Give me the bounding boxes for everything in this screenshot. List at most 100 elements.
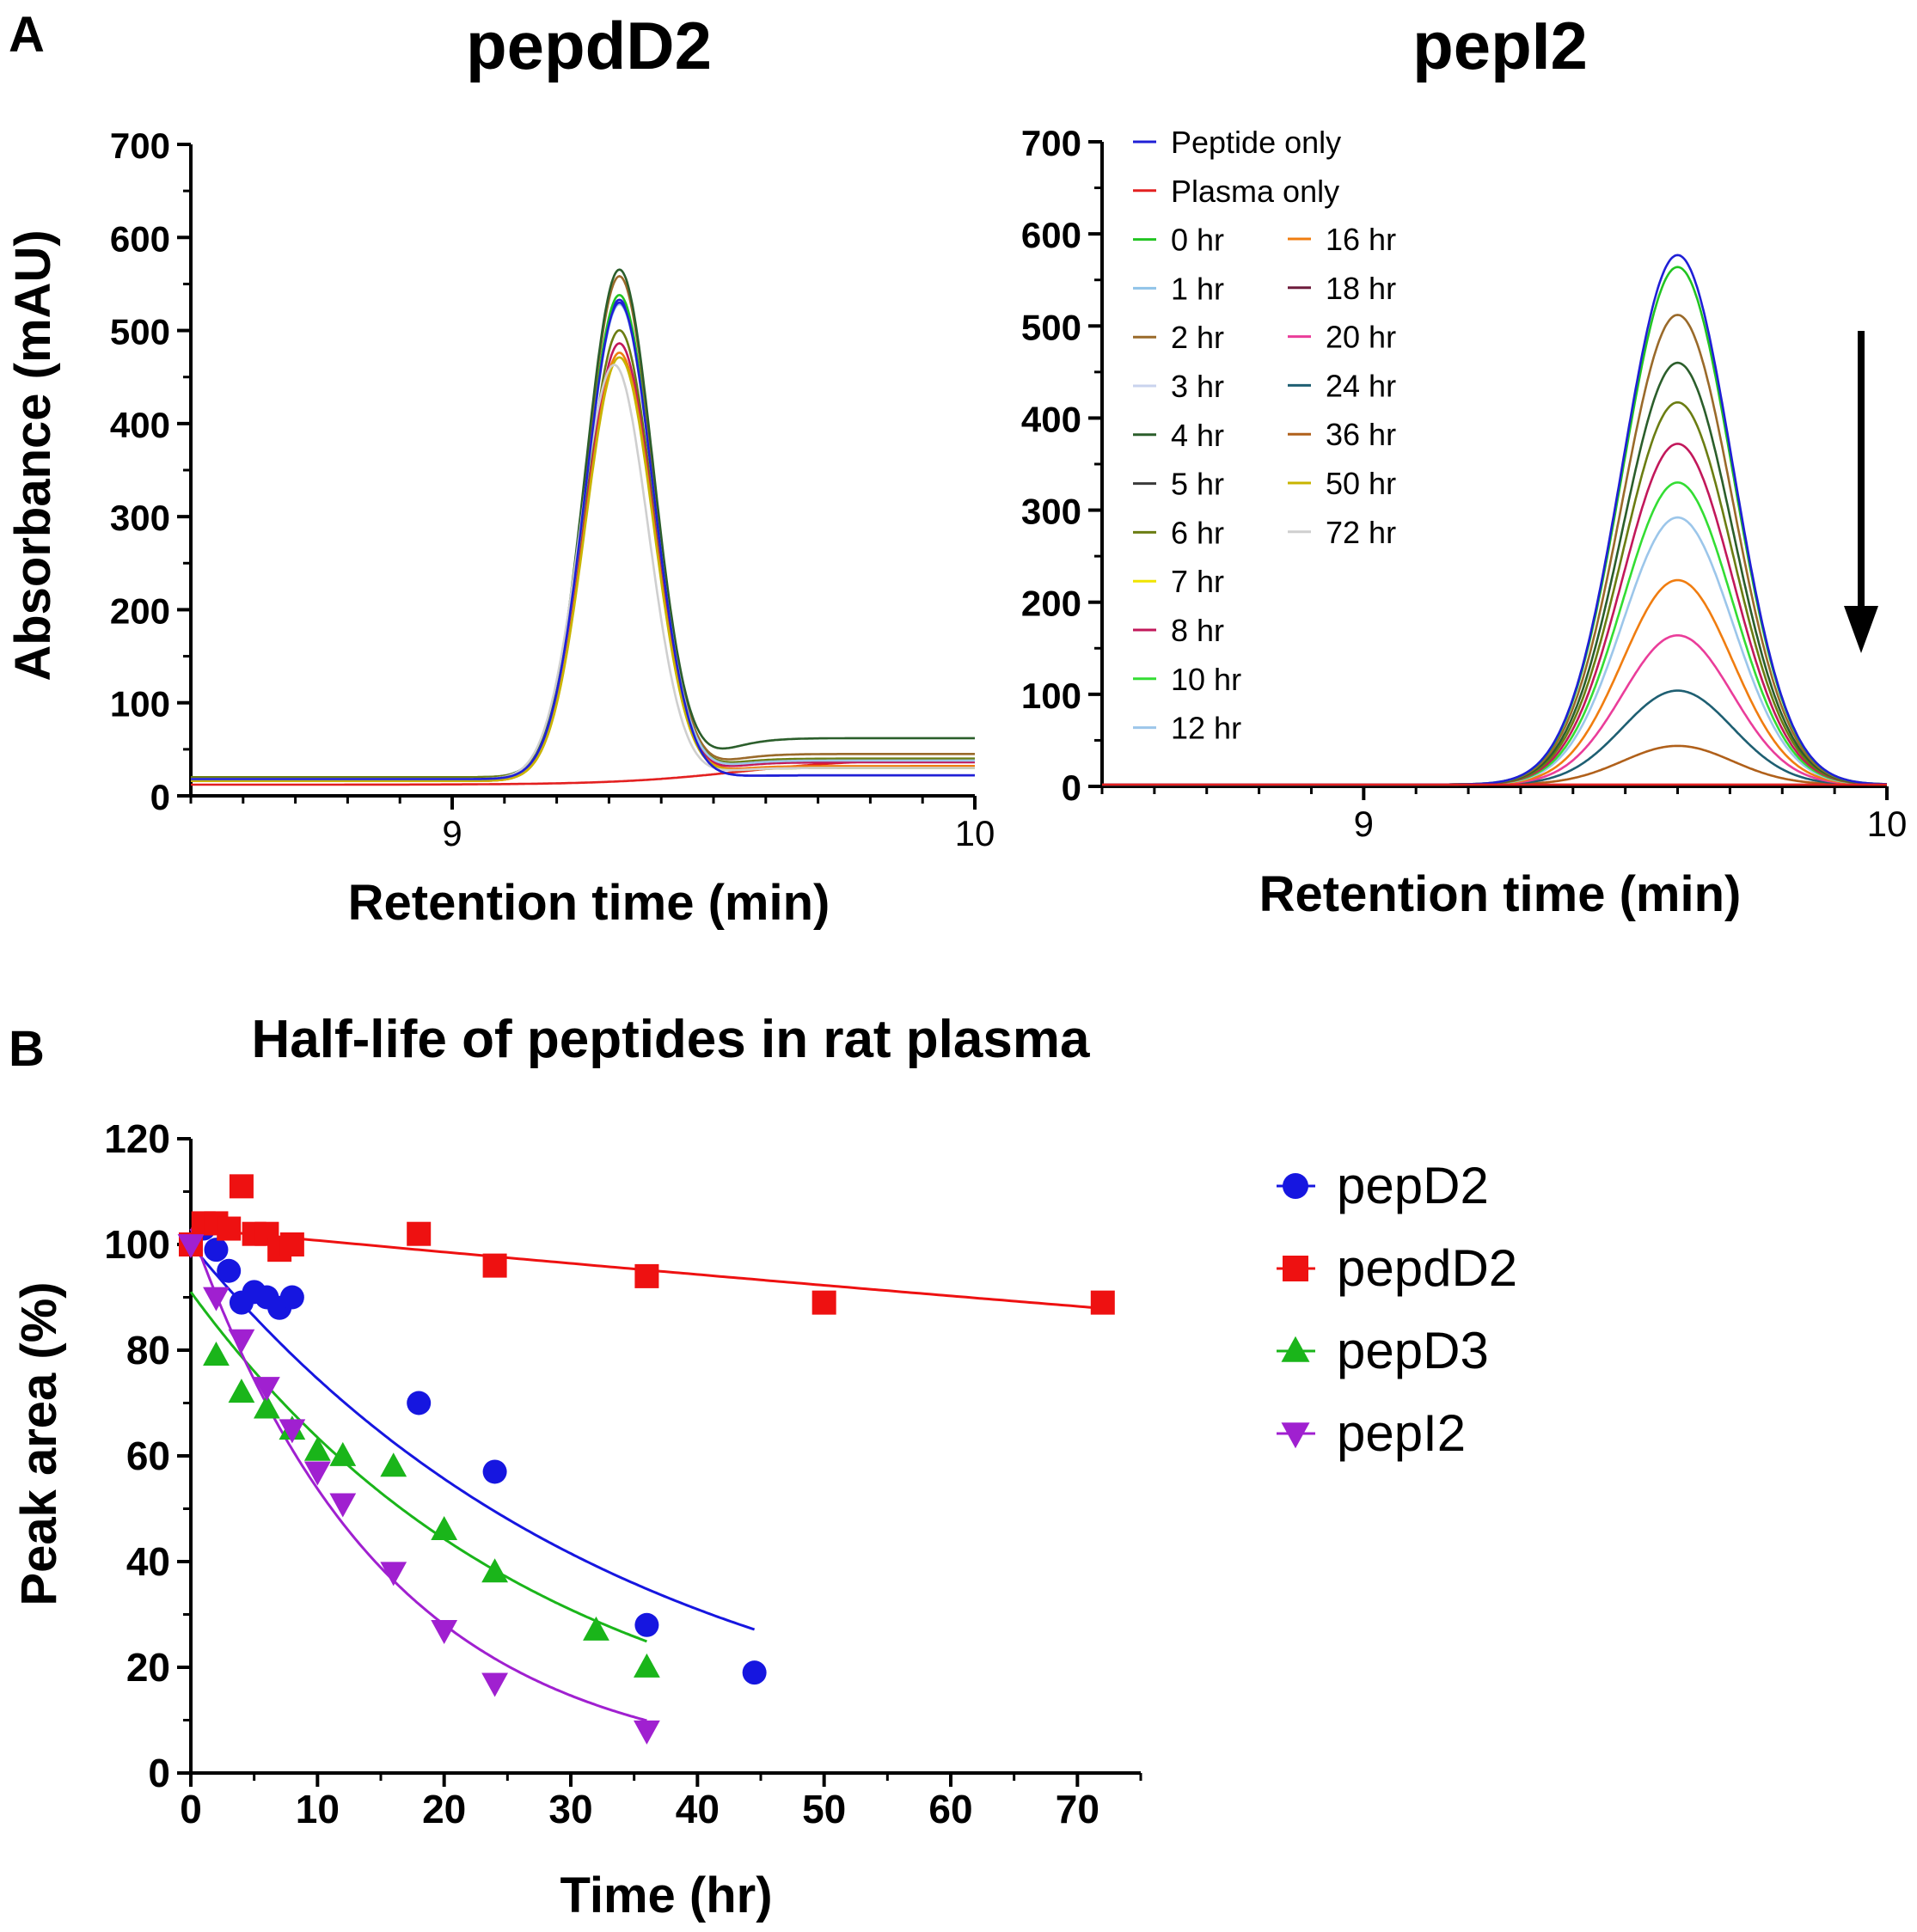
legend-label: 12 hr (1171, 711, 1241, 746)
data-point-pepdd2 (279, 1232, 304, 1256)
legend-label: 36 hr (1326, 417, 1396, 452)
y-tick-label: 400 (1021, 399, 1081, 439)
y-tick-label: 200 (1021, 584, 1081, 624)
y-tick-label: 100 (1021, 676, 1081, 716)
chart-a-right: pepI2 Retention time (min) Peptide only P… (1021, 8, 1907, 922)
series-line-16-hr (191, 352, 975, 782)
data-point-pepi2 (177, 1234, 205, 1259)
chart-a-left-xlabel: Retention time (min) (348, 875, 830, 931)
chart-a-right-legend: Peptide only Plasma only 0 hr 1 hr 2 hr 3 hr 4… (1133, 125, 1396, 746)
legend-label: 3 hr (1171, 369, 1224, 404)
legend-label: 20 hr (1326, 320, 1396, 355)
data-point-pepi2 (203, 1287, 230, 1311)
data-point-pepd3 (228, 1379, 255, 1403)
data-point-pepi2 (279, 1419, 306, 1444)
legend-label: 6 hr (1171, 515, 1224, 550)
y-tick-label: 600 (1021, 215, 1081, 255)
legend-label: Peptide only (1171, 125, 1341, 160)
x-tick-label: 60 (928, 1787, 972, 1831)
y-tick-label: 200 (110, 590, 170, 631)
chart-b-ylabel: Peak area (%) (11, 1281, 67, 1605)
data-point-pepdd2 (482, 1253, 507, 1278)
chart-b-xlabel: Time (hr) (560, 1868, 772, 1923)
y-tick-label: 600 (110, 218, 170, 259)
data-point-pepd3 (254, 1394, 280, 1419)
data-point-pepd2 (634, 1612, 659, 1637)
x-tick-label: 9 (1354, 804, 1374, 844)
x-tick-label: 70 (1056, 1787, 1099, 1831)
legend-swatch-marker (1283, 1173, 1308, 1199)
fit-curve-pepd2 (189, 1244, 756, 1631)
series-line-8-hr (191, 342, 975, 782)
legend-label: pepdD2 (1337, 1239, 1517, 1297)
y-tick-label: 80 (126, 1328, 170, 1373)
legend-label: 18 hr (1326, 271, 1396, 306)
data-point-pepd3 (329, 1441, 357, 1466)
y-tick-label: 40 (126, 1539, 170, 1584)
y-tick-label: 100 (104, 1222, 170, 1267)
fit-curve-pepd3 (189, 1291, 647, 1643)
y-tick-label: 300 (110, 498, 170, 538)
data-point-pepd2 (482, 1459, 507, 1484)
data-point-pepi2 (481, 1672, 508, 1697)
x-tick-label: 10 (296, 1787, 340, 1831)
x-tick-label: 9 (442, 813, 462, 853)
data-point-pepd2 (742, 1660, 767, 1685)
chart-a-left: pepdD2 Absorbance (mAU) Retention time (… (5, 8, 995, 931)
data-point-pepdd2 (1090, 1290, 1115, 1315)
data-point-pepdd2 (407, 1221, 432, 1246)
data-point-pepdd2 (229, 1174, 254, 1199)
data-point-pepd3 (583, 1616, 609, 1641)
y-tick-label: 0 (150, 777, 170, 817)
data-point-pepd3 (634, 1653, 660, 1678)
data-point-pepd3 (431, 1516, 458, 1540)
x-tick-label: 50 (802, 1787, 846, 1831)
y-tick-label: 0 (1062, 767, 1081, 808)
x-tick-label: 0 (180, 1787, 202, 1831)
y-tick-label: 100 (110, 684, 170, 724)
legend-label: 72 hr (1326, 515, 1396, 550)
series-line-peptide-only (191, 301, 975, 780)
chart-a-left-ylabel: Absorbance (mAU) (5, 229, 61, 681)
data-point-pepdd2 (634, 1263, 659, 1288)
data-point-pepdd2 (217, 1216, 242, 1241)
data-point-pepi2 (634, 1720, 660, 1745)
y-tick-label: 300 (1021, 492, 1081, 532)
data-point-pepd2 (407, 1391, 432, 1415)
data-point-pepd2 (279, 1285, 304, 1310)
data-point-pepi2 (254, 1377, 280, 1402)
data-point-pepi2 (329, 1493, 357, 1518)
data-point-pepd3 (203, 1342, 230, 1366)
data-point-pepd3 (303, 1436, 331, 1461)
data-point-pepd3 (481, 1558, 508, 1583)
data-point-pepdd2 (812, 1290, 836, 1315)
y-tick-label: 500 (1021, 307, 1081, 347)
data-point-pepi2 (431, 1620, 458, 1645)
y-tick-label: 0 (148, 1751, 170, 1795)
legend-label: 24 hr (1326, 368, 1396, 403)
legend-label: 1 hr (1171, 271, 1224, 306)
legend-label: 50 hr (1326, 466, 1396, 501)
data-point-pepd2 (204, 1238, 229, 1263)
chart-a-right-title: pepI2 (1412, 8, 1588, 83)
data-point-pepd2 (217, 1258, 242, 1283)
legend-swatch-marker (1281, 1422, 1310, 1449)
series-line-50-hr (191, 356, 975, 782)
legend-label: pepD3 (1337, 1322, 1489, 1379)
legend-label: Plasma only (1171, 174, 1339, 209)
data-point-pepd3 (380, 1452, 407, 1477)
legend-label: 8 hr (1171, 613, 1224, 648)
chart-b-title: Half-life of peptides in rat plasma (252, 1010, 1090, 1069)
legend-label: 7 hr (1171, 564, 1224, 599)
legend-swatch-marker (1281, 1336, 1310, 1362)
panel-label-a: A (9, 7, 45, 63)
legend-label: pepI2 (1337, 1404, 1466, 1462)
data-point-pepi2 (380, 1562, 407, 1587)
legend-label: pepD2 (1337, 1157, 1489, 1214)
x-tick-label: 40 (676, 1787, 720, 1831)
y-tick-label: 20 (126, 1645, 170, 1690)
legend-label: 10 hr (1171, 662, 1241, 697)
chart-a-right-xlabel: Retention time (min) (1259, 866, 1742, 922)
decrease-arrow (1844, 331, 1878, 653)
series-line-36-hr (1102, 744, 1887, 786)
